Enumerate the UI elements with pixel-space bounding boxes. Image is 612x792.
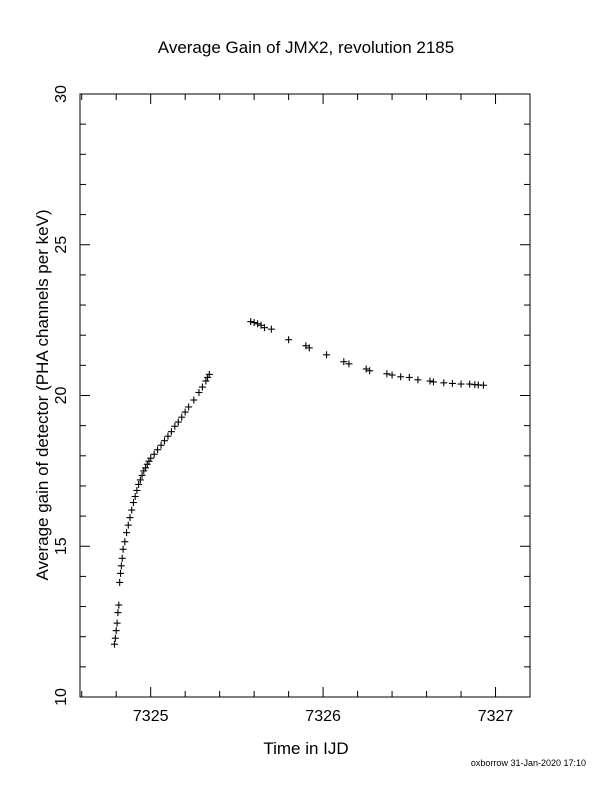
data-point <box>143 460 151 468</box>
data-point <box>171 422 179 430</box>
data-point <box>174 418 182 426</box>
data-point <box>145 457 153 465</box>
data-point <box>429 378 437 386</box>
y-tick-label: 10 <box>53 688 70 706</box>
data-point <box>117 569 125 577</box>
data-point <box>250 319 258 327</box>
data-point <box>121 538 129 546</box>
x-axis-tick-labels: 7325 7326 7327 <box>133 708 514 725</box>
data-point <box>388 371 396 379</box>
data-point <box>157 441 165 449</box>
data-point <box>195 388 203 396</box>
data-point <box>113 619 121 627</box>
data-point <box>383 370 391 378</box>
data-point <box>116 578 124 586</box>
y-tick-label: 15 <box>53 537 70 555</box>
data-point <box>126 514 134 522</box>
data-point <box>112 627 120 635</box>
data-point <box>124 521 132 529</box>
data-point <box>285 336 293 344</box>
data-point <box>135 480 143 488</box>
data-point <box>340 358 348 366</box>
data-point <box>119 545 127 553</box>
x-tick-label: 7326 <box>305 708 341 725</box>
data-point <box>190 396 198 404</box>
data-point <box>362 365 370 373</box>
data-point <box>366 367 374 375</box>
data-point <box>178 413 186 421</box>
footer-credit: oxborrow 31-Jan-2020 17:10 <box>470 758 586 768</box>
data-point <box>181 408 189 416</box>
x-axis-label: Time in IJD <box>263 739 348 758</box>
data-point <box>128 506 136 514</box>
data-point <box>260 324 268 332</box>
data-point <box>323 351 331 359</box>
data-point <box>205 370 213 378</box>
y-tick-label: 30 <box>53 85 70 103</box>
y-axis-tick-labels: 10 15 20 25 30 <box>53 85 70 706</box>
data-point <box>466 380 474 388</box>
data-points <box>110 318 487 648</box>
data-point <box>140 467 148 475</box>
data-point <box>167 428 175 436</box>
data-point <box>405 373 413 381</box>
data-point <box>118 554 126 562</box>
data-point <box>397 373 405 381</box>
data-point <box>198 383 206 391</box>
y-axis-ticks <box>80 93 530 698</box>
data-point <box>133 486 141 494</box>
data-point <box>305 344 313 352</box>
x-tick-label: 7325 <box>133 708 169 725</box>
y-axis-label: Average gain of detector (PHA channels p… <box>33 209 52 580</box>
data-point <box>267 325 275 333</box>
data-point <box>136 476 144 484</box>
plot-frame <box>79 93 531 698</box>
data-point <box>345 360 353 368</box>
data-point <box>147 454 155 462</box>
data-point <box>160 437 168 445</box>
data-point <box>111 634 119 642</box>
data-point <box>185 403 193 411</box>
data-point <box>142 464 150 472</box>
data-point <box>154 446 162 454</box>
data-point <box>479 381 487 389</box>
x-axis-ticks <box>81 94 531 697</box>
data-point <box>426 377 434 385</box>
data-point <box>202 377 210 385</box>
data-point <box>131 493 139 501</box>
data-point <box>414 376 422 384</box>
data-point <box>247 318 255 326</box>
chart-title: Average Gain of JMX2, revolution 2185 <box>158 38 454 57</box>
data-point <box>115 601 123 609</box>
data-point <box>254 320 262 328</box>
data-point <box>150 450 158 458</box>
data-point <box>164 432 172 440</box>
y-tick-label: 25 <box>53 236 70 254</box>
data-point <box>457 380 465 388</box>
data-point <box>114 609 122 617</box>
y-tick-label: 20 <box>53 387 70 405</box>
data-point <box>204 373 212 381</box>
data-point <box>117 562 125 570</box>
x-tick-label: 7327 <box>478 708 514 725</box>
data-point <box>110 640 118 648</box>
data-point <box>138 471 146 479</box>
data-point <box>440 379 448 387</box>
data-point <box>129 499 137 507</box>
data-point <box>448 379 456 387</box>
data-point <box>123 529 131 537</box>
